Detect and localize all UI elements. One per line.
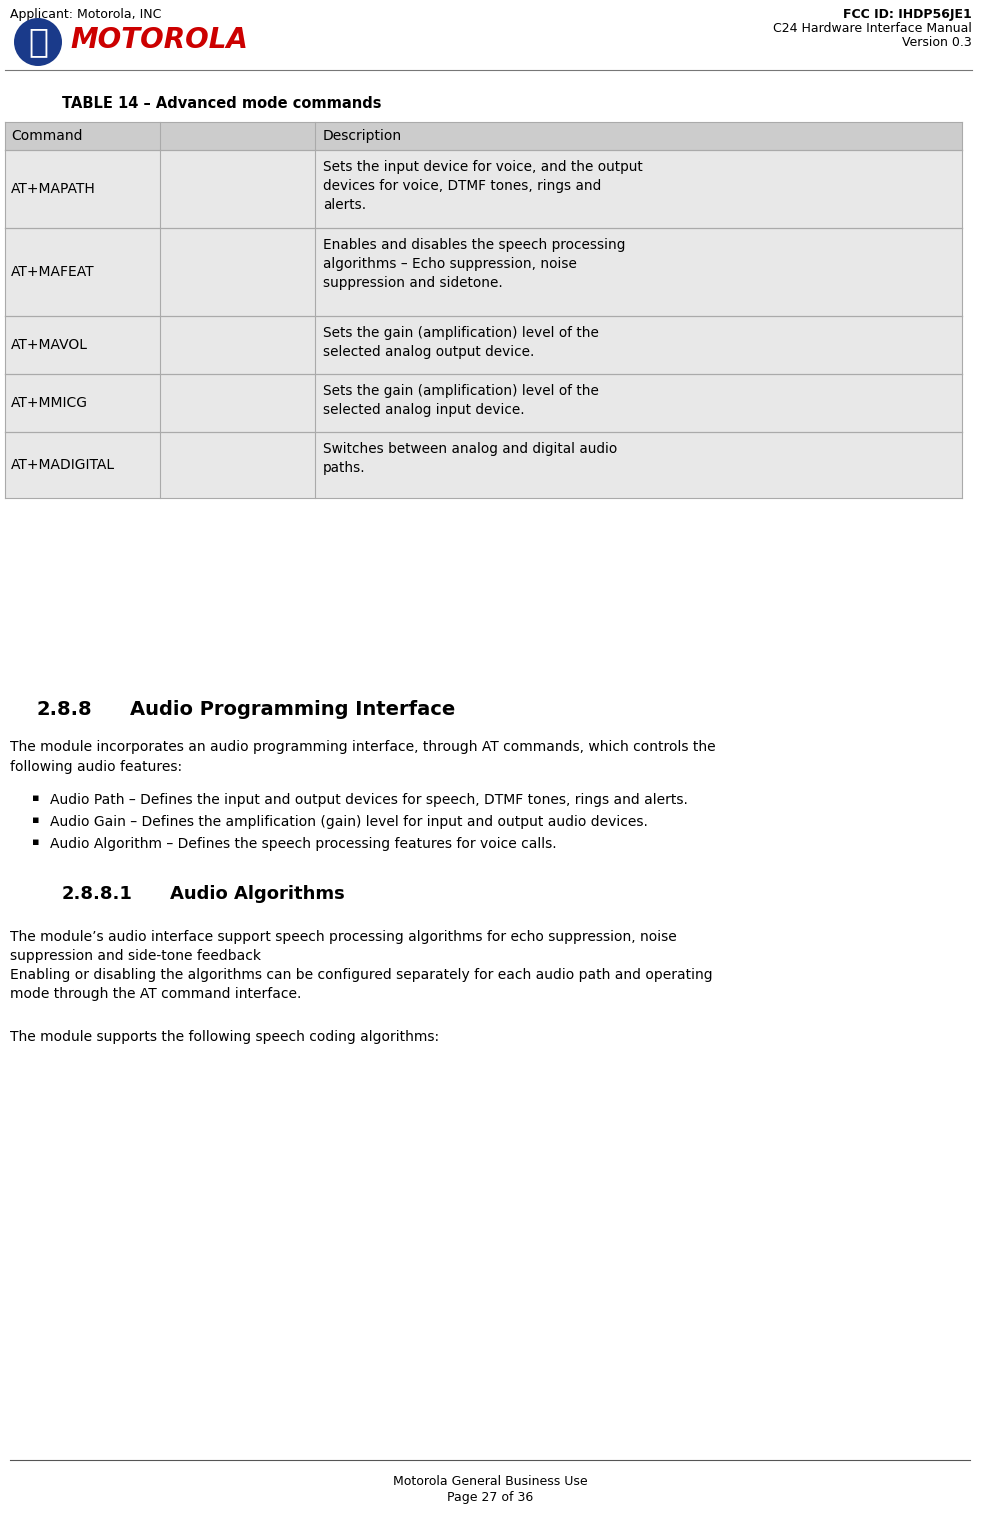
Text: Sets the gain (amplification) level of the
selected analog output device.: Sets the gain (amplification) level of t… xyxy=(323,326,598,358)
Text: The module supports the following speech coding algorithms:: The module supports the following speech… xyxy=(10,1031,439,1044)
Text: ▪: ▪ xyxy=(32,815,39,824)
Text: Version 0.3: Version 0.3 xyxy=(903,36,972,49)
Text: Ⓜ: Ⓜ xyxy=(28,26,48,59)
Text: Sets the gain (amplification) level of the
selected analog input device.: Sets the gain (amplification) level of t… xyxy=(323,384,598,417)
Text: Audio Programming Interface: Audio Programming Interface xyxy=(130,700,455,720)
Text: The module incorporates an audio programming interface, through AT commands, whi: The module incorporates an audio program… xyxy=(10,739,715,774)
Text: ▪: ▪ xyxy=(32,836,39,847)
Text: AT+MADIGITAL: AT+MADIGITAL xyxy=(11,458,115,472)
Bar xyxy=(5,373,962,433)
Text: The module’s audio interface support speech processing algorithms for echo suppr: The module’s audio interface support spe… xyxy=(10,931,677,944)
Text: MOTOROLA: MOTOROLA xyxy=(70,26,248,55)
Circle shape xyxy=(14,18,62,65)
Text: Command: Command xyxy=(11,129,82,143)
Text: C24 Hardware Interface Manual: C24 Hardware Interface Manual xyxy=(773,21,972,35)
Text: suppression and side-tone feedback: suppression and side-tone feedback xyxy=(10,949,261,962)
Text: 2.8.8: 2.8.8 xyxy=(36,700,91,720)
Text: Switches between analog and digital audio
paths.: Switches between analog and digital audi… xyxy=(323,442,617,475)
Text: Audio Algorithm – Defines the speech processing features for voice calls.: Audio Algorithm – Defines the speech pro… xyxy=(50,836,556,852)
Bar xyxy=(5,433,962,498)
Bar xyxy=(5,228,962,316)
Bar xyxy=(5,316,962,373)
Text: AT+MMICG: AT+MMICG xyxy=(11,396,88,410)
Text: FCC ID: IHDP56JE1: FCC ID: IHDP56JE1 xyxy=(844,8,972,21)
Text: AT+MAPATH: AT+MAPATH xyxy=(11,182,96,196)
Bar xyxy=(5,121,962,150)
Text: Audio Algorithms: Audio Algorithms xyxy=(170,885,344,903)
Text: Enabling or disabling the algorithms can be configured separately for each audio: Enabling or disabling the algorithms can… xyxy=(10,968,712,982)
Text: Applicant: Motorola, INC: Applicant: Motorola, INC xyxy=(10,8,162,21)
Text: 2.8.8.1: 2.8.8.1 xyxy=(62,885,132,903)
Text: Audio Gain – Defines the amplification (gain) level for input and output audio d: Audio Gain – Defines the amplification (… xyxy=(50,815,647,829)
Text: Enables and disables the speech processing
algorithms – Echo suppression, noise
: Enables and disables the speech processi… xyxy=(323,238,625,290)
Text: Audio Path – Defines the input and output devices for speech, DTMF tones, rings : Audio Path – Defines the input and outpu… xyxy=(50,792,688,808)
Text: ▪: ▪ xyxy=(32,792,39,803)
Text: Motorola General Business Use: Motorola General Business Use xyxy=(392,1475,588,1488)
Text: AT+MAFEAT: AT+MAFEAT xyxy=(11,266,94,279)
Text: Sets the input device for voice, and the output
devices for voice, DTMF tones, r: Sets the input device for voice, and the… xyxy=(323,159,643,213)
Text: Description: Description xyxy=(323,129,402,143)
Text: AT+MAVOL: AT+MAVOL xyxy=(11,339,88,352)
Bar xyxy=(5,150,962,228)
Text: mode through the AT command interface.: mode through the AT command interface. xyxy=(10,987,301,1000)
Text: Page 27 of 36: Page 27 of 36 xyxy=(447,1491,533,1504)
Text: TABLE 14 – Advanced mode commands: TABLE 14 – Advanced mode commands xyxy=(62,96,382,111)
